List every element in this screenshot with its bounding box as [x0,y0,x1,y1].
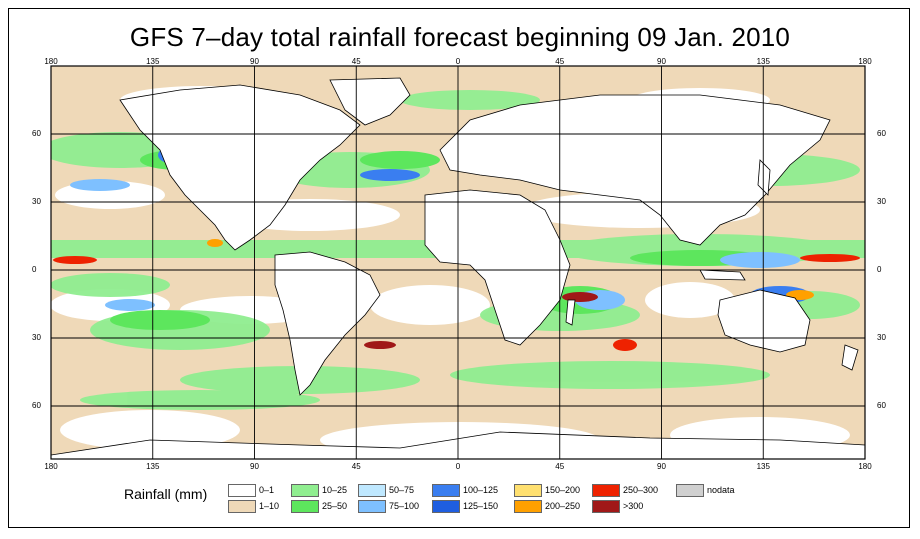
legend-label: 25–50 [322,501,348,511]
legend-label: 0–1 [259,485,275,495]
y-tick-label: 30 [32,197,41,206]
legend-label: 1–10 [259,501,280,511]
legend-label: 50–75 [389,485,415,495]
x-tick-label: 180 [858,462,872,471]
x-tick-label: 90 [657,57,666,66]
x-tick-label: 90 [250,462,259,471]
legend-swatch [676,484,704,497]
x-tick-label: 45 [555,462,565,471]
legend-label: 250–300 [623,485,659,495]
legend-swatch [432,484,460,497]
legend-swatch [358,500,386,513]
x-tick-label: 180 [858,57,872,66]
x-tick-label: 90 [250,57,259,66]
legend-label: 10–25 [322,485,348,495]
legend-swatch [592,500,620,513]
y-tick-label: 30 [32,333,41,342]
graticule [51,66,865,459]
legend-swatch [291,500,319,513]
x-tick-label: 135 [756,57,770,66]
legend-swatch [592,484,620,497]
legend-swatch [228,500,256,513]
x-tick-label: 180 [44,462,58,471]
y-tick-label: 30 [877,197,886,206]
figure-frame [8,8,910,528]
legend-label: 200–250 [545,501,581,511]
y-tick-label: 60 [877,129,886,138]
x-tick-label: 45 [351,57,361,66]
legend-label: 150–200 [545,485,581,495]
x-tick-label: 135 [756,462,770,471]
y-tick-label: 0 [877,265,882,274]
legend-swatch [432,500,460,513]
legend-swatch [358,484,386,497]
legend-label: nodata [707,485,735,495]
x-tick-label: 45 [555,57,565,66]
legend-swatch [291,484,319,497]
y-tick-label: 60 [32,129,41,138]
map-border [50,65,866,460]
x-tick-label: 0 [455,462,461,471]
y-tick-label: 60 [877,401,886,410]
legend-swatch [228,484,256,497]
legend-title: Rainfall (mm) [124,486,208,502]
legend-label: >300 [623,501,644,511]
x-tick-label: 135 [146,57,160,66]
legend-label: 125–150 [463,501,499,511]
legend-swatch [514,500,542,513]
legend-label: 75–100 [389,501,420,511]
x-tick-label: 180 [44,57,58,66]
x-tick-label: 0 [455,57,461,66]
legend-label: 100–125 [463,485,499,495]
y-tick-label: 0 [32,265,37,274]
map-title: GFS 7–day total rainfall forecast beginn… [129,22,791,52]
y-tick-label: 30 [877,333,886,342]
legend-swatch [514,484,542,497]
y-tick-label: 60 [32,401,41,410]
x-tick-label: 90 [657,462,666,471]
x-tick-label: 45 [351,462,361,471]
x-tick-label: 135 [146,462,160,471]
